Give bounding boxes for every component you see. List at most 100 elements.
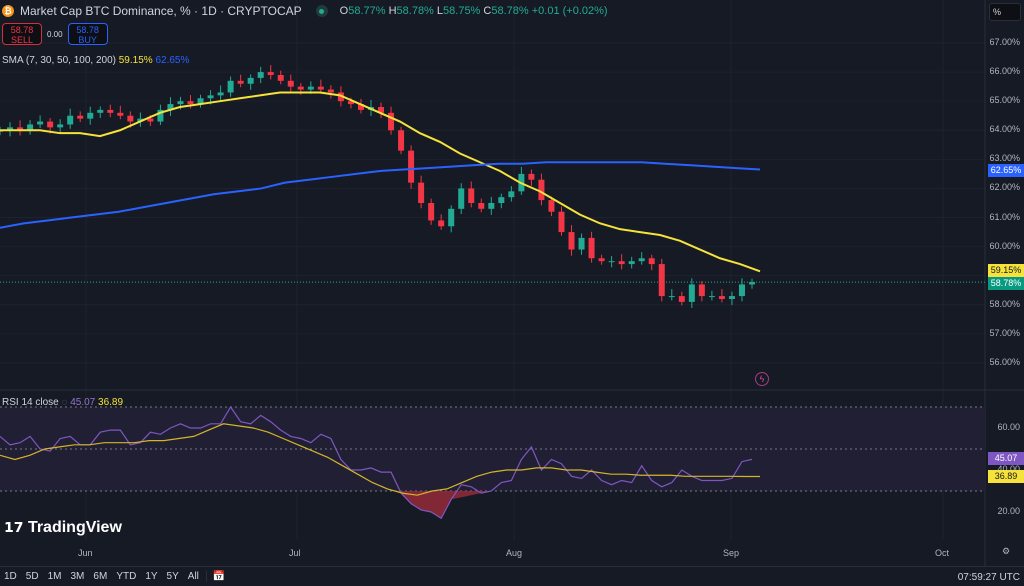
sma50-line (0, 91, 761, 273)
candle (478, 202, 485, 209)
candle (217, 92, 224, 96)
price-tick: 65.00% (989, 95, 1020, 106)
candle (388, 112, 395, 131)
candle (267, 72, 274, 75)
candle (508, 191, 515, 198)
time-tick: Oct (935, 548, 950, 558)
candle (498, 197, 505, 203)
range-1y[interactable]: 1Y (145, 571, 158, 582)
price-tick: 66.00% (989, 66, 1020, 77)
candle (568, 232, 575, 250)
candle (749, 282, 755, 285)
candle (357, 104, 364, 110)
rsi-line (0, 405, 753, 520)
candle (698, 284, 705, 297)
candle (738, 284, 745, 297)
candle (67, 115, 74, 125)
price-tick: 60.00% (989, 240, 1020, 251)
calendar-icon[interactable]: 📅 (205, 571, 225, 582)
range-3m[interactable]: 3M (70, 571, 85, 582)
rsi-legend[interactable]: RSI 14 close ◌ 45.07 36.89 (2, 397, 124, 408)
candle (588, 237, 595, 259)
candle (608, 261, 615, 263)
range-1d[interactable]: 1D (4, 571, 17, 582)
candle (347, 101, 354, 105)
candle (558, 211, 565, 233)
price-tick: 56.00% (989, 356, 1020, 367)
candle (57, 124, 64, 128)
price-tick: 61.00% (989, 211, 1020, 222)
range-ytd[interactable]: YTD (116, 571, 137, 582)
candle (187, 101, 194, 105)
candle (297, 86, 304, 90)
candle (137, 118, 144, 122)
rsi-value-tag: 45.07 (988, 452, 1024, 465)
rsi-tick: 60.00 (997, 422, 1020, 432)
range-5y[interactable]: 5Y (166, 571, 179, 582)
candle (408, 150, 415, 183)
candle (628, 261, 635, 265)
candle (227, 80, 234, 93)
candle (287, 80, 294, 87)
candle (458, 188, 465, 209)
candle (468, 188, 475, 203)
sma50-price-tag: 59.15% (988, 264, 1024, 277)
price-tick: 64.00% (989, 124, 1020, 135)
sell-button[interactable]: 58.78 SELL (2, 23, 42, 45)
rsi-ma-line (0, 423, 761, 496)
candle (147, 118, 154, 122)
price-tick: 57.00% (989, 327, 1020, 338)
candle (718, 296, 725, 299)
price-tick: 67.00% (989, 37, 1020, 47)
candle (207, 95, 214, 99)
market-status-icon (315, 5, 328, 17)
bitcoin-icon: ₿ (2, 5, 14, 17)
spread: 0.00 (47, 29, 63, 39)
candle (27, 124, 34, 131)
lightning-icon[interactable]: ϟ (755, 372, 769, 386)
scale-mode-button[interactable]: % (989, 3, 1021, 21)
candle (197, 98, 204, 105)
candle (418, 182, 425, 203)
candle (658, 264, 665, 297)
price-tick: 62.00% (989, 182, 1020, 193)
candle (378, 106, 385, 113)
candle (438, 220, 445, 227)
rsi-tick: 20.00 (997, 506, 1020, 516)
candle (87, 112, 94, 119)
candle (37, 121, 44, 125)
time-tick: Jun (78, 548, 93, 558)
symbol-title[interactable]: Market Cap BTC Dominance, % · 1D · CRYPT… (20, 4, 302, 18)
candle (257, 72, 264, 78)
settings-icon[interactable]: ⚙ (1002, 546, 1011, 556)
price-tick: 58.00% (989, 298, 1020, 309)
candle (728, 296, 735, 299)
candle (47, 121, 54, 128)
rsi-oversold-fill (395, 491, 488, 519)
candle (708, 296, 715, 298)
candle (538, 179, 545, 201)
range-all[interactable]: All (187, 571, 199, 582)
rsi-ma-tag: 36.89 (988, 470, 1024, 483)
time-tick: Jul (289, 548, 301, 558)
candle (17, 127, 24, 131)
candle (307, 86, 314, 90)
candle (237, 80, 244, 84)
candle (317, 86, 324, 90)
bottom-toolbar: 1D 5D 1M 3M 6M YTD 1Y 5Y All 📅 (0, 566, 1024, 586)
candle (327, 89, 334, 93)
last-price-tag: 58.78% (988, 277, 1024, 290)
sma-legend[interactable]: SMA (7, 30, 50, 100, 200) 59.15% 62.65% (2, 55, 190, 66)
buy-button[interactable]: 58.78 BUY (67, 23, 108, 45)
candle (117, 112, 124, 116)
candle (618, 261, 625, 265)
range-6m[interactable]: 6M (93, 571, 108, 582)
candle (668, 296, 675, 298)
time-tick: Aug (506, 548, 523, 558)
range-5d[interactable]: 5D (25, 571, 39, 582)
candle (678, 296, 685, 302)
candle (548, 200, 555, 212)
candle (107, 109, 114, 113)
range-1m[interactable]: 1M (47, 571, 62, 582)
